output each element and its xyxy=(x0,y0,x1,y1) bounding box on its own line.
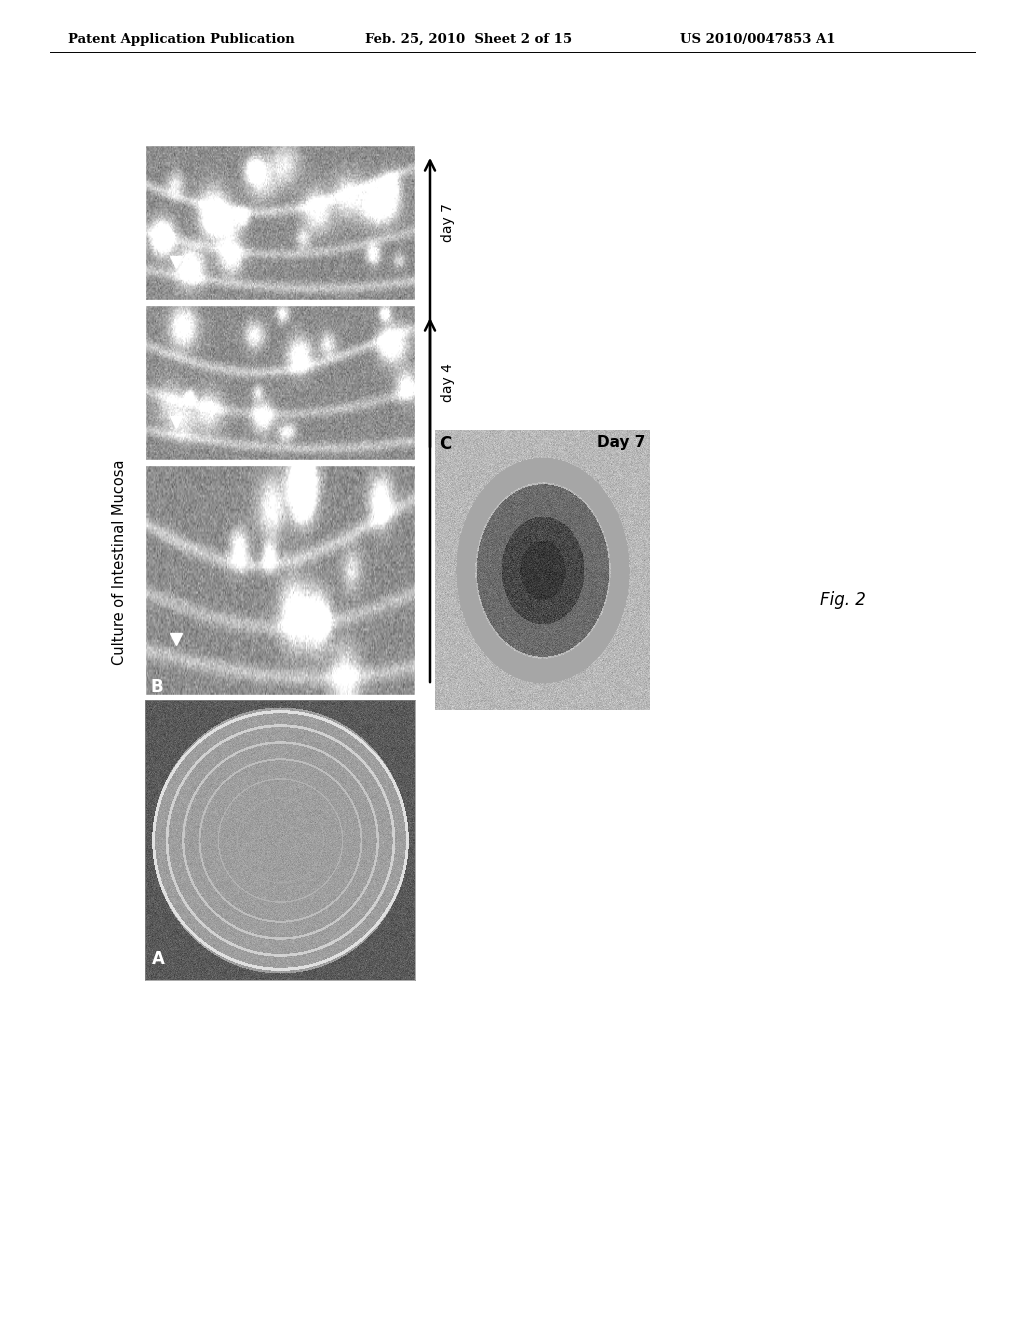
Text: Feb. 25, 2010  Sheet 2 of 15: Feb. 25, 2010 Sheet 2 of 15 xyxy=(365,33,572,46)
Text: B: B xyxy=(151,677,164,696)
Text: day 7: day 7 xyxy=(441,203,455,242)
Text: US 2010/0047853 A1: US 2010/0047853 A1 xyxy=(680,33,836,46)
Text: Fig. 2: Fig. 2 xyxy=(820,591,866,609)
Text: day 4: day 4 xyxy=(441,363,455,401)
Text: Day 7: Day 7 xyxy=(597,434,645,450)
Text: Culture of Intestinal Mucosa: Culture of Intestinal Mucosa xyxy=(113,459,128,665)
Text: A: A xyxy=(152,950,165,969)
Text: Patent Application Publication: Patent Application Publication xyxy=(68,33,295,46)
Text: day 0: day 0 xyxy=(441,561,455,599)
Text: C: C xyxy=(439,434,452,453)
